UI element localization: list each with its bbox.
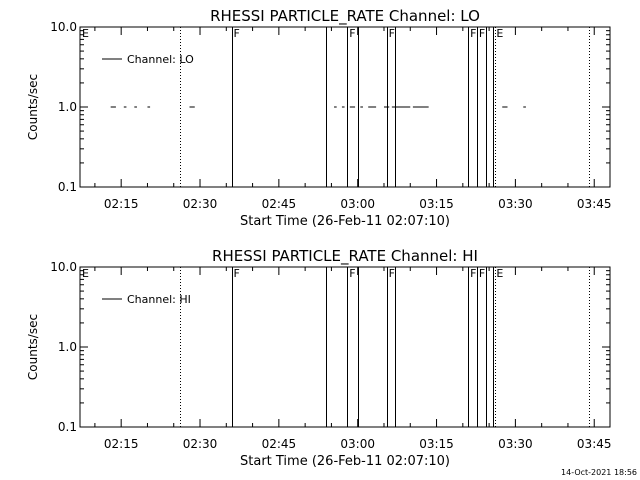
flag-label: F: [470, 267, 476, 280]
y-tick-label: 0.1: [58, 420, 77, 434]
x-tick-label: 03:45: [577, 197, 612, 211]
panel-hi: RHESSI PARTICLE_RATE Channel: HI Start Ti…: [26, 247, 612, 469]
flag-label: F: [479, 267, 485, 280]
chart-title: RHESSI PARTICLE_RATE Channel: LO: [210, 7, 480, 26]
x-tick-label: 03:15: [419, 437, 454, 451]
flag-label: F: [234, 27, 240, 40]
flag-label: F: [470, 27, 476, 40]
flag-label: F: [349, 267, 355, 280]
x-tick-label: 02:30: [183, 437, 218, 451]
y-tick-label: 10.0: [50, 20, 77, 34]
legend-label: Channel: LO: [127, 53, 194, 66]
x-tick-label: 02:15: [104, 197, 139, 211]
flag-label: E: [496, 267, 503, 280]
x-axis-label: Start Time (26-Feb-11 02:07:10): [240, 214, 450, 229]
x-tick-label: 03:15: [419, 197, 454, 211]
y-tick-label: 1.0: [58, 100, 77, 114]
footer-date: 14-Oct-2021 18:56: [561, 468, 637, 477]
y-tick-label: 1.0: [58, 340, 77, 354]
x-tick-label: 02:15: [104, 437, 139, 451]
chart-title: RHESSI PARTICLE_RATE Channel: HI: [212, 247, 478, 266]
plot-frame: [79, 266, 611, 428]
flag-label: E: [82, 27, 89, 40]
plot-frame: [79, 26, 611, 188]
flag-label: F: [389, 267, 395, 280]
x-axis-label: Start Time (26-Feb-11 02:07:10): [240, 454, 450, 469]
x-tick-label: 02:45: [262, 197, 297, 211]
x-tick-label: 03:00: [340, 197, 375, 211]
y-tick-label: 0.1: [58, 180, 77, 194]
x-tick-label: 02:30: [183, 197, 218, 211]
flag-label: E: [496, 27, 503, 40]
y-axis-label: Counts/sec: [26, 314, 40, 380]
x-tick-label: 03:30: [498, 197, 533, 211]
y-axis-label: Counts/sec: [26, 74, 40, 140]
x-tick-label: 03:00: [340, 437, 375, 451]
x-tick-label: 02:45: [262, 437, 297, 451]
flag-label: F: [349, 27, 355, 40]
flag-label: F: [479, 27, 485, 40]
panel-lo: RHESSI PARTICLE_RATE Channel: LO Start Ti…: [26, 7, 612, 229]
x-tick-label: 03:45: [577, 437, 612, 451]
flag-label: F: [234, 267, 240, 280]
flag-label: E: [82, 267, 89, 280]
y-tick-label: 10.0: [50, 260, 77, 274]
flag-label: F: [389, 27, 395, 40]
legend-label: Channel: HI: [127, 293, 191, 306]
x-tick-label: 03:30: [498, 437, 533, 451]
